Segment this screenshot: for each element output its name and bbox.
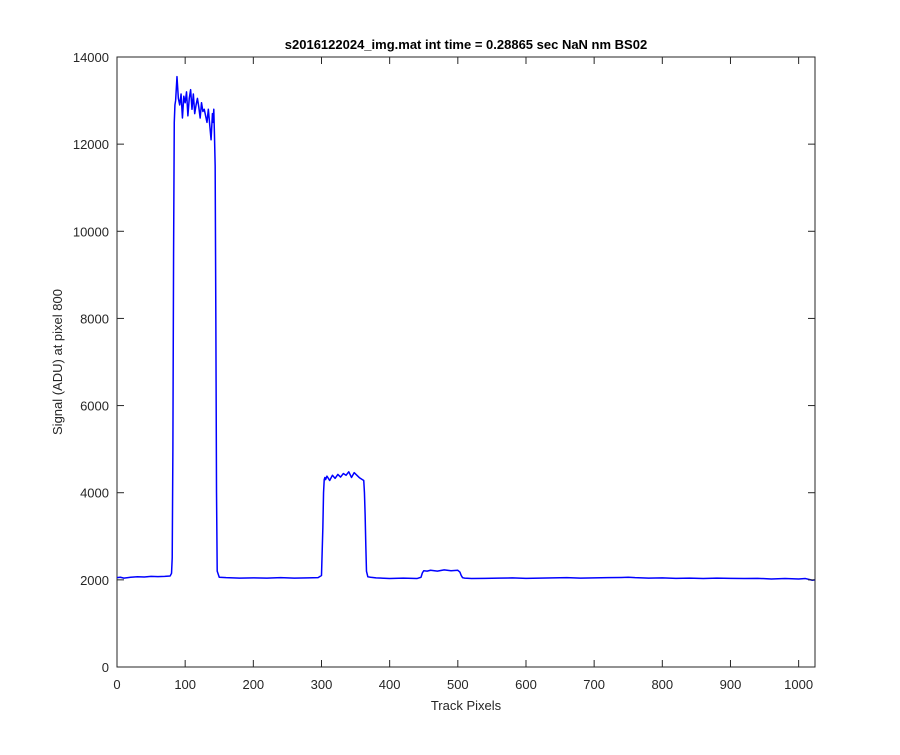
x-axis: 0 100 200 300 400 500 600 700 800 900 1000 (113, 57, 813, 692)
y-tick-label: 0 (102, 660, 109, 675)
x-tick-label: 1000 (784, 677, 813, 692)
y-tick-label: 4000 (80, 486, 109, 501)
plot-area (116, 56, 816, 668)
data-layer (116, 75, 816, 582)
y-tick-label: 12000 (73, 137, 109, 152)
x-tick-label: 500 (447, 677, 469, 692)
x-tick-label: 600 (515, 677, 537, 692)
x-axis-label: Track Pixels (431, 698, 502, 713)
x-tick-label: 800 (651, 677, 673, 692)
y-tick-label: 10000 (73, 224, 109, 239)
y-tick-label: 6000 (80, 399, 109, 414)
x-tick-label: 200 (242, 677, 264, 692)
x-tick-label: 700 (583, 677, 605, 692)
y-tick-label: 2000 (80, 573, 109, 588)
x-tick-label: 100 (174, 677, 196, 692)
x-tick-label: 0 (113, 677, 120, 692)
y-tick-label: 8000 (80, 311, 109, 326)
series-line-0 (116, 75, 816, 582)
plot-frame (116, 56, 816, 668)
chart-title: s2016122024_img.mat int time = 0.28865 s… (285, 37, 647, 52)
x-tick-label: 400 (379, 677, 401, 692)
x-tick-label: 900 (720, 677, 742, 692)
x-tick-label: 300 (311, 677, 333, 692)
y-tick-label: 14000 (73, 50, 109, 65)
y-axis: 0 2000 4000 6000 8000 10000 12000 14000 (73, 50, 815, 675)
y-axis-label: Signal (ADU) at pixel 800 (50, 289, 65, 435)
